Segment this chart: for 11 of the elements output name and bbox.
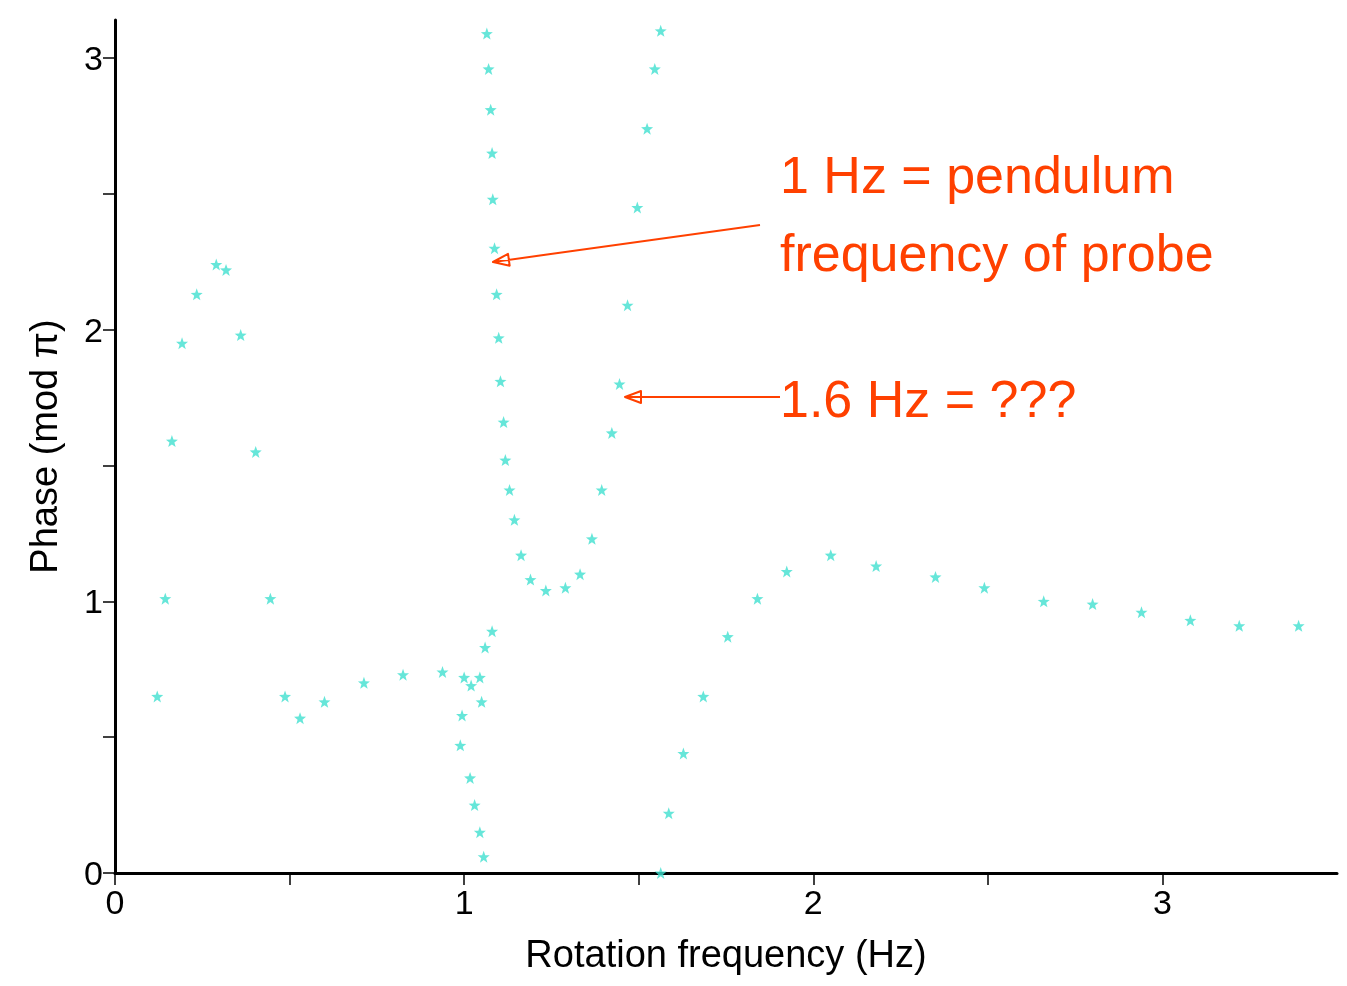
x-axis-title: Rotation frequency (Hz) bbox=[525, 933, 927, 975]
annotation: 1.6 Hz = ??? bbox=[780, 370, 1077, 428]
x-tick-label: 3 bbox=[1152, 883, 1172, 921]
y-axis-title: Phase (mod π) bbox=[23, 319, 65, 574]
x-tick-label: 2 bbox=[803, 883, 823, 921]
y-tick-label: 1 bbox=[84, 582, 103, 621]
y-tick-label: 2 bbox=[84, 310, 103, 349]
y-tick-label: 0 bbox=[84, 854, 103, 892]
y-tick-label: 3 bbox=[84, 39, 103, 78]
x-tick-label: 1 bbox=[454, 883, 474, 921]
annotation: 1 Hz = pendulum frequency of probe bbox=[780, 146, 1214, 282]
